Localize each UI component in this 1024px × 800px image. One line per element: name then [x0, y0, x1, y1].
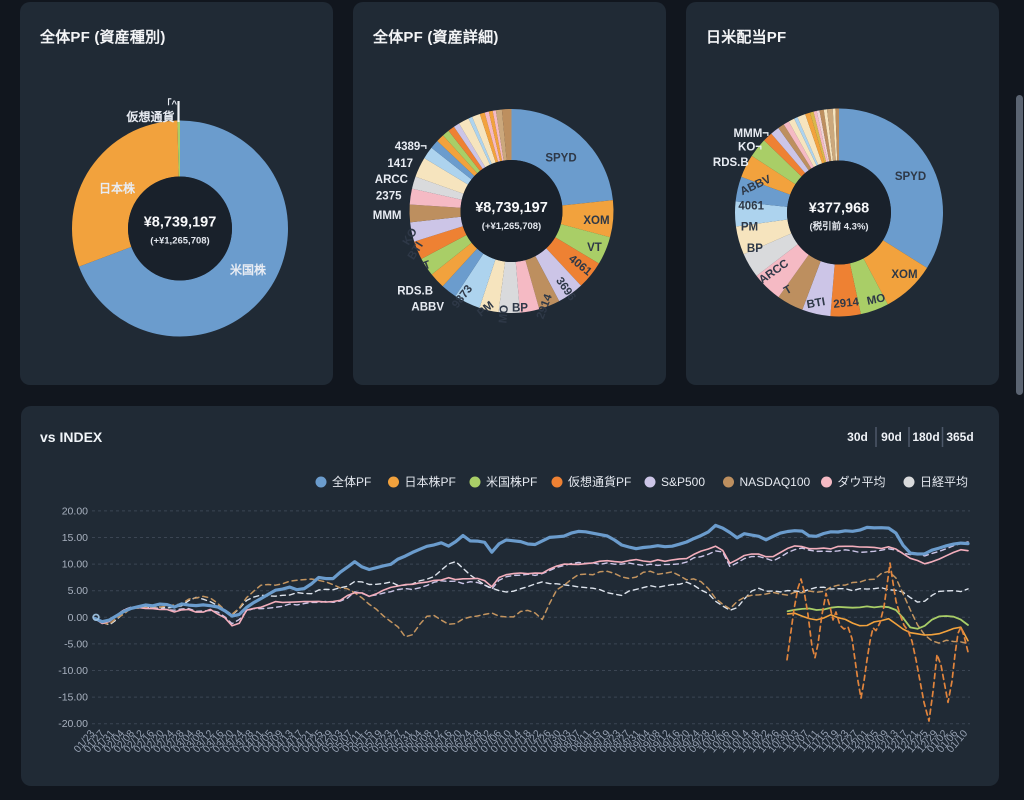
svg-text:2375: 2375 — [376, 191, 402, 203]
svg-text:米国株PF: 米国株PF — [486, 474, 537, 489]
svg-text:5.00: 5.00 — [68, 585, 89, 597]
svg-text:15.00: 15.00 — [62, 532, 88, 544]
svg-text:MO: MO — [497, 304, 511, 324]
svg-text:SPYD: SPYD — [545, 153, 576, 165]
svg-text:4389¬: 4389¬ — [395, 141, 428, 153]
svg-text:MMM: MMM — [373, 210, 402, 222]
svg-text:T: T — [422, 259, 433, 273]
svg-text:NASDAQ100: NASDAQ100 — [740, 475, 811, 489]
svg-text:2914: 2914 — [833, 296, 860, 311]
svg-text:10.00: 10.00 — [62, 559, 88, 571]
svg-text:仮想通貨: 仮想通貨 — [125, 109, 174, 124]
svg-text:日本株: 日本株 — [99, 181, 136, 196]
svg-text:RDS.B: RDS.B — [713, 157, 749, 169]
svg-text:SPYD: SPYD — [895, 171, 926, 183]
svg-text:XOM: XOM — [583, 215, 609, 227]
svg-text:「^: 「^ — [162, 98, 178, 110]
svg-text:RDS.B: RDS.B — [397, 286, 433, 298]
svg-text:(税引前 4.3%): (税引前 4.3%) — [809, 221, 868, 233]
svg-text:日本株PF: 日本株PF — [405, 474, 456, 489]
svg-text:MMM¬: MMM¬ — [734, 128, 770, 140]
svg-text:全体PF: 全体PF — [332, 474, 371, 489]
svg-text:20.00: 20.00 — [62, 505, 88, 517]
svg-text:(+¥1,265,708): (+¥1,265,708) — [150, 236, 209, 247]
svg-text:-20.00: -20.00 — [58, 718, 88, 730]
svg-text:MO: MO — [866, 292, 887, 308]
svg-text:米国株: 米国株 — [230, 262, 267, 277]
svg-text:¥8,739,197: ¥8,739,197 — [144, 215, 217, 231]
svg-text:XOM: XOM — [891, 269, 917, 281]
svg-text:ABBV: ABBV — [411, 302, 444, 314]
svg-text:0.00: 0.00 — [68, 612, 89, 624]
svg-text:KO¬: KO¬ — [738, 142, 762, 154]
svg-text:365d: 365d — [946, 430, 973, 444]
svg-text:-5.00: -5.00 — [64, 638, 88, 650]
svg-text:1417: 1417 — [387, 158, 413, 170]
svg-text:30d: 30d — [847, 430, 868, 444]
svg-text:PM: PM — [741, 222, 758, 234]
svg-text:日経平均: 日経平均 — [920, 475, 968, 489]
svg-text:180d: 180d — [912, 430, 939, 444]
svg-text:BP: BP — [747, 243, 763, 255]
svg-text:¥377,968: ¥377,968 — [809, 201, 869, 217]
svg-text:ARCC: ARCC — [375, 174, 408, 186]
svg-text:-15.00: -15.00 — [58, 692, 88, 704]
svg-text:BTI: BTI — [806, 296, 826, 311]
svg-text:90d: 90d — [881, 430, 902, 444]
svg-text:vs INDEX: vs INDEX — [40, 429, 103, 445]
svg-text:ダウ平均: ダウ平均 — [838, 474, 886, 489]
svg-text:¥8,739,197: ¥8,739,197 — [475, 200, 548, 216]
svg-text:4061: 4061 — [738, 201, 764, 213]
svg-text:仮想通貨PF: 仮想通貨PF — [568, 474, 631, 489]
svg-text:VT: VT — [587, 242, 602, 254]
svg-text:-10.00: -10.00 — [58, 665, 88, 677]
svg-text:(+¥1,265,708): (+¥1,265,708) — [482, 221, 541, 232]
svg-text:BP: BP — [512, 303, 528, 315]
svg-text:S&P500: S&P500 — [661, 475, 705, 489]
